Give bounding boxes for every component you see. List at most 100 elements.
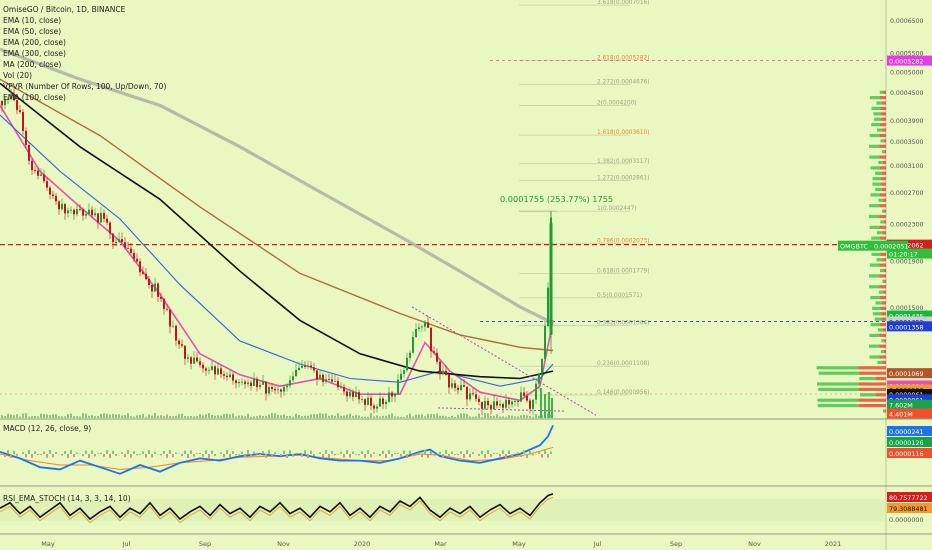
- price-badge: [887, 394, 932, 405]
- candle-body: [88, 209, 90, 215]
- candle-body: [175, 325, 177, 341]
- volume-bar: [31, 416, 33, 418]
- volume-bar: [151, 415, 153, 418]
- candle-body: [67, 210, 69, 214]
- volume-bar: [427, 413, 429, 418]
- volume-bar: [97, 415, 99, 418]
- candle-body: [208, 369, 210, 371]
- volume-bar: [199, 414, 201, 418]
- macd-histogram-bar: [550, 451, 552, 454]
- volume-bar: [436, 413, 438, 418]
- candle-body: [490, 405, 492, 410]
- volume-bar: [157, 415, 159, 418]
- measure-annotation: 0.0001755 (253.77%) 1755: [500, 194, 613, 204]
- price-badge-text: 01:20:17: [889, 251, 918, 259]
- vpvr-up-bar: [876, 101, 883, 105]
- volume-bar: [499, 416, 501, 418]
- candle-body: [43, 174, 45, 182]
- volume-bar: [367, 416, 369, 418]
- macd-histogram-bar: [406, 454, 408, 458]
- candle-body: [112, 233, 114, 243]
- volume-bar: [166, 414, 168, 418]
- volume-bar: [349, 413, 351, 418]
- macd-histogram-bar: [496, 453, 498, 454]
- fib-label: 0.146(0.0000956): [597, 390, 649, 396]
- macd-histogram-bar: [451, 451, 453, 454]
- vpvr-down-bar: [879, 285, 886, 289]
- y-tick-label: 0.0005500: [890, 51, 924, 58]
- macd-histogram-bar: [145, 454, 147, 458]
- macd-histogram-bar: [52, 454, 54, 458]
- volume-bar: [169, 415, 171, 418]
- indicator-volume[interactable]: Vol (20): [3, 71, 33, 80]
- candle-body: [73, 209, 75, 215]
- macd-histogram-bar: [358, 454, 360, 456]
- volume-bar: [391, 413, 393, 418]
- macd-histogram-bar: [208, 454, 210, 458]
- volume-bar: [316, 414, 318, 418]
- macd-histogram-bar: [94, 454, 96, 457]
- indicator-ema200[interactable]: EMA (200, close): [3, 38, 66, 47]
- macd-histogram-bar: [154, 451, 156, 454]
- symbol-title[interactable]: OmiseGO / Bitcoin, 1D, BINANCE: [3, 5, 126, 14]
- volume-bar: [229, 414, 231, 418]
- vpvr-up-bar: [872, 182, 881, 186]
- macd-histogram-bar: [115, 454, 117, 456]
- vpvr-down-bar: [879, 274, 886, 278]
- macd-histogram-bar: [493, 452, 495, 454]
- volume-bar: [208, 413, 210, 418]
- volume-bar: [442, 415, 444, 418]
- indicator-ma200[interactable]: MA (200, close): [3, 60, 62, 69]
- macd-histogram-bar: [10, 454, 12, 458]
- macd-histogram-bar: [313, 454, 315, 457]
- macd-histogram-bar: [97, 453, 99, 454]
- macd-histogram-bar: [274, 452, 276, 454]
- volume-bar: [487, 413, 489, 418]
- volume-bar: [271, 413, 273, 418]
- candle-body: [370, 397, 372, 406]
- volume-bar: [16, 414, 18, 418]
- vpvr-up-bar: [869, 333, 880, 337]
- candle-body: [322, 374, 324, 382]
- indicator-ema10[interactable]: EMA (10, close): [3, 16, 62, 25]
- indicator-ema300[interactable]: EMA (300, close): [3, 49, 66, 58]
- indicator-ema100[interactable]: EMA (100, close): [3, 93, 66, 102]
- macd-histogram-bar: [373, 452, 375, 454]
- volume-bar: [319, 413, 321, 418]
- stoch-label[interactable]: RSI_EMA_STOCH (14, 3, 3, 14, 10): [3, 494, 131, 503]
- indicator-ema50[interactable]: EMA (50, close): [3, 27, 62, 36]
- candle-body: [316, 370, 318, 380]
- vpvr-down-bar: [858, 382, 886, 386]
- vpvr-down-bar: [879, 133, 886, 138]
- candle-body: [547, 287, 549, 327]
- macd-label[interactable]: MACD (12, 26, close, 9): [3, 424, 92, 433]
- macd-histogram-bar: [457, 454, 459, 456]
- macd-histogram-bar: [82, 454, 84, 457]
- macd-histogram-bar: [232, 451, 234, 454]
- vpvr-down-bar: [884, 150, 886, 154]
- macd-histogram-bar: [112, 450, 114, 454]
- macd-histogram-bar: [301, 454, 303, 457]
- macd-histogram-bar: [139, 454, 141, 455]
- volume-bar: [118, 414, 120, 418]
- macd-histogram-bar: [1, 452, 3, 454]
- indicator-vpvr[interactable]: VPVR (Number Of Rows, 100, Up/Down, 70): [3, 82, 167, 91]
- candle-body: [472, 393, 474, 395]
- stoch-d-line: [0, 496, 554, 524]
- macd-badge-text: 0.0000126: [889, 439, 924, 447]
- volume-bar: [502, 416, 504, 418]
- y-tick-label: 0.0001500: [890, 305, 924, 312]
- volume-bar: [22, 413, 24, 418]
- volume-bar: [223, 414, 225, 418]
- volume-bar: [505, 416, 507, 418]
- volume-bar: [58, 416, 60, 418]
- candle-body: [55, 195, 57, 202]
- macd-histogram-bar: [445, 450, 447, 454]
- volume-bar: [64, 416, 66, 418]
- macd-histogram-bar: [226, 450, 228, 454]
- vpvr-up-bar: [869, 155, 880, 159]
- vpvr-up-bar: [871, 123, 881, 127]
- candle-body: [412, 337, 414, 353]
